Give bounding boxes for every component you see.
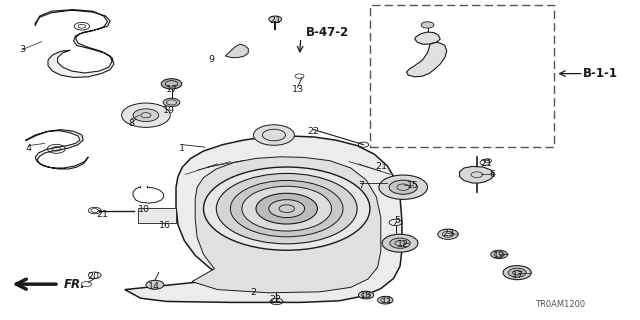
Circle shape bbox=[216, 173, 357, 244]
Text: 21: 21 bbox=[375, 162, 387, 171]
Circle shape bbox=[379, 175, 428, 199]
Polygon shape bbox=[460, 166, 494, 183]
Circle shape bbox=[390, 238, 410, 248]
Text: B-1-1: B-1-1 bbox=[582, 67, 618, 80]
Circle shape bbox=[438, 229, 458, 239]
Text: TR0AM1200: TR0AM1200 bbox=[535, 300, 585, 309]
Text: 14: 14 bbox=[148, 282, 159, 291]
Text: 4: 4 bbox=[26, 144, 32, 153]
Polygon shape bbox=[138, 208, 176, 223]
Circle shape bbox=[133, 109, 159, 122]
Polygon shape bbox=[415, 32, 440, 44]
Circle shape bbox=[204, 167, 370, 250]
Circle shape bbox=[161, 79, 182, 89]
Text: 16: 16 bbox=[159, 221, 171, 230]
Circle shape bbox=[256, 193, 317, 224]
Text: 17: 17 bbox=[166, 85, 177, 94]
Text: 10: 10 bbox=[138, 205, 150, 214]
Text: 9: 9 bbox=[208, 55, 214, 64]
Circle shape bbox=[269, 200, 305, 218]
Text: 3: 3 bbox=[19, 45, 26, 54]
Circle shape bbox=[269, 16, 282, 22]
Text: 17: 17 bbox=[513, 271, 524, 280]
Polygon shape bbox=[406, 42, 447, 77]
Circle shape bbox=[389, 180, 417, 194]
Text: 11: 11 bbox=[381, 296, 393, 305]
Text: 18: 18 bbox=[360, 292, 372, 300]
Text: 19: 19 bbox=[493, 252, 505, 260]
Polygon shape bbox=[192, 157, 381, 293]
Circle shape bbox=[382, 234, 418, 252]
Circle shape bbox=[242, 186, 332, 231]
Text: 15: 15 bbox=[407, 181, 419, 190]
Text: 1: 1 bbox=[179, 144, 186, 153]
Circle shape bbox=[163, 98, 180, 107]
Circle shape bbox=[146, 280, 164, 289]
Polygon shape bbox=[26, 130, 88, 169]
Circle shape bbox=[491, 250, 508, 259]
Circle shape bbox=[230, 180, 343, 237]
Text: 6: 6 bbox=[490, 170, 496, 179]
Text: 21: 21 bbox=[97, 210, 108, 219]
Text: 22: 22 bbox=[269, 295, 281, 304]
Text: 19: 19 bbox=[163, 106, 175, 115]
Text: B-47-2: B-47-2 bbox=[306, 27, 349, 39]
Polygon shape bbox=[225, 44, 248, 58]
Text: 21: 21 bbox=[269, 16, 281, 25]
Text: 12: 12 bbox=[397, 240, 409, 249]
Text: 13: 13 bbox=[292, 85, 303, 94]
Bar bbox=[370, 5, 554, 147]
Text: 2: 2 bbox=[250, 288, 256, 297]
Polygon shape bbox=[125, 136, 402, 302]
Circle shape bbox=[421, 22, 434, 28]
Circle shape bbox=[122, 103, 170, 127]
Text: 23: 23 bbox=[442, 229, 454, 238]
Circle shape bbox=[378, 296, 393, 304]
Text: 21: 21 bbox=[481, 159, 492, 168]
Text: 5: 5 bbox=[394, 216, 400, 225]
Text: 22: 22 bbox=[308, 127, 319, 136]
Polygon shape bbox=[35, 10, 114, 77]
Circle shape bbox=[503, 266, 531, 280]
Text: 20: 20 bbox=[87, 272, 99, 281]
Circle shape bbox=[253, 125, 294, 145]
Circle shape bbox=[358, 291, 374, 299]
Text: 8: 8 bbox=[128, 119, 134, 128]
Circle shape bbox=[508, 268, 526, 277]
Text: FR.: FR. bbox=[64, 278, 86, 291]
Text: 7: 7 bbox=[358, 181, 365, 190]
